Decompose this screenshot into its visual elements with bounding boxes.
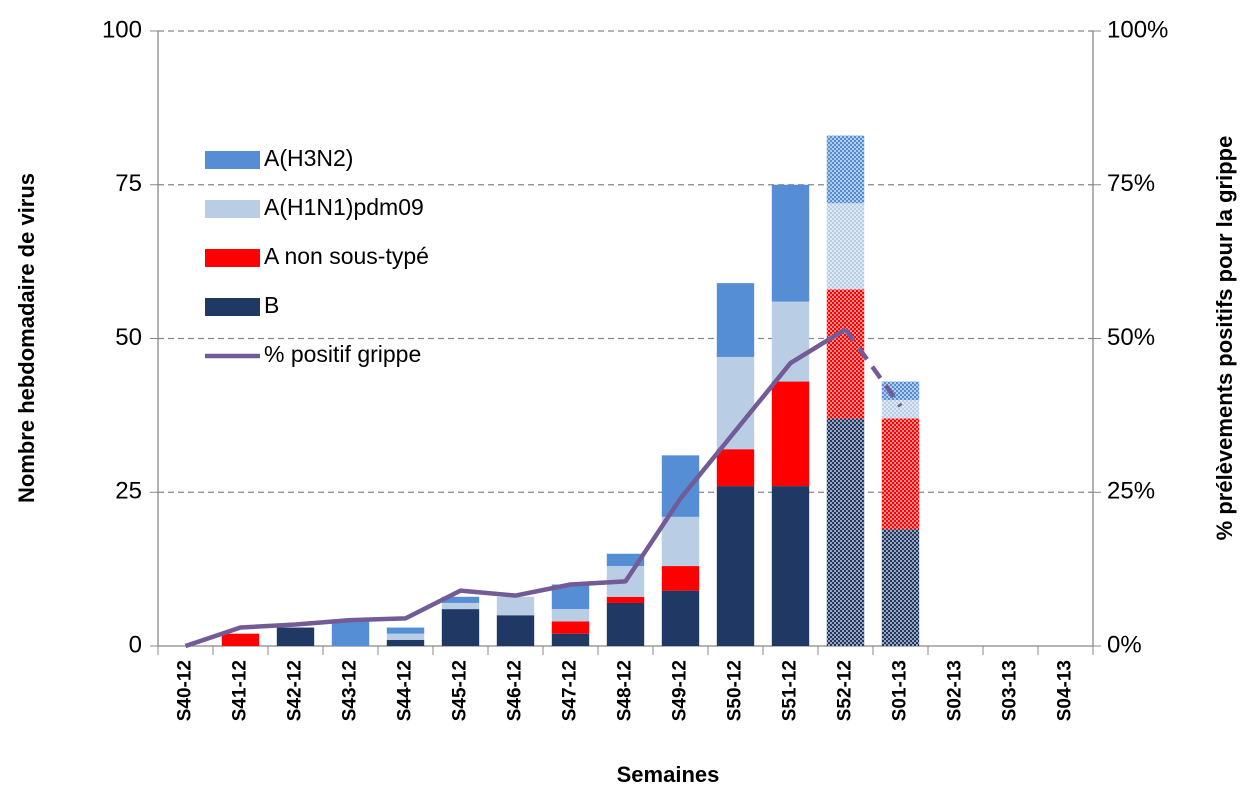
line [843,327,903,408]
hatch [881,418,920,530]
bar-segment [386,633,425,640]
bar-segment [716,486,755,646]
x-tick-label: S48-12 [615,660,636,721]
bar-segment [771,301,810,382]
bar-segment [441,609,480,646]
x-tick-label: S41-12 [230,660,251,721]
legend-label: A non sous-typé [264,243,429,269]
y2-tick-label: 0% [1107,631,1142,658]
bar-segment [551,621,590,634]
x-tick-label: S01-13 [890,660,911,721]
y-tick-label: 0 [129,631,142,658]
bar-segment [716,283,755,357]
bar-segment [771,381,810,487]
hatch [826,203,865,290]
x-tick-label: S50-12 [725,660,746,721]
hatch [881,400,920,419]
x-tick-label: S46-12 [505,660,526,721]
bar-segment [551,609,590,622]
legend-swatch [205,298,260,316]
x-tick-label: S42-12 [285,660,306,721]
bar-segment [771,184,810,302]
legend-label: A(H1N1)pdm09 [264,194,424,220]
x-tick-label: S43-12 [340,660,361,721]
x-axis-title: Semaines [617,762,720,787]
bar-segment [551,633,590,646]
y2-tick-label: 75% [1107,170,1155,197]
line [184,327,847,649]
bar-segment [441,596,480,603]
bar-segment [661,590,700,646]
bar-segment [386,627,425,634]
bar-segment [716,449,755,487]
legend-swatch [205,249,260,267]
bar-segment [661,566,700,591]
x-tick-label: S03-13 [1000,660,1021,721]
legend-label: A(H3N2) [264,145,353,171]
x-tick-label: S04-13 [1055,660,1076,721]
bar-segment [606,596,645,603]
bar-segment [606,602,645,646]
y-tick-label: 100 [102,16,142,43]
hatch [881,529,920,646]
bar-segment [496,615,535,646]
y2-tick-label: 25% [1107,478,1155,505]
x-tick-label: S47-12 [560,660,581,721]
x-tick-label: S40-12 [175,660,196,721]
bar-segment [441,602,480,610]
legend-label: B [264,292,279,318]
bar-segment [661,516,700,567]
bar-segment [716,356,755,450]
bar-segment [386,639,425,646]
y-axis-title: Nombre hebdomadaire de virus [14,173,39,503]
x-tick-label: S02-13 [945,660,966,721]
bar-segment [331,621,370,646]
x-tick-label: S45-12 [450,660,471,721]
y-tick-label: 25 [115,478,142,505]
bar-segment [606,553,645,567]
bar-segment [771,486,810,646]
x-tick-label: S44-12 [395,660,416,721]
hatch [826,135,865,204]
y-tick-label: 75 [115,170,142,197]
hatch [826,289,865,419]
bar-segment [496,596,535,616]
y2-tick-label: 100% [1107,16,1168,43]
legend-label: % positif grippe [264,341,421,367]
legend-swatch [205,151,260,169]
y2-tick-label: 50% [1107,324,1155,351]
x-tick-label: S49-12 [670,660,691,721]
x-tick-label: S52-12 [835,660,856,721]
y2-axis-title: % prélèvements positifs pour la grippe [1212,136,1237,541]
bar-segment [221,633,260,646]
bar-segment [276,627,315,646]
y-tick-label: 50 [115,324,142,351]
x-tick-label: S51-12 [780,660,801,721]
legend-swatch [205,200,260,218]
hatch [826,418,865,646]
bar-segment [661,455,700,517]
